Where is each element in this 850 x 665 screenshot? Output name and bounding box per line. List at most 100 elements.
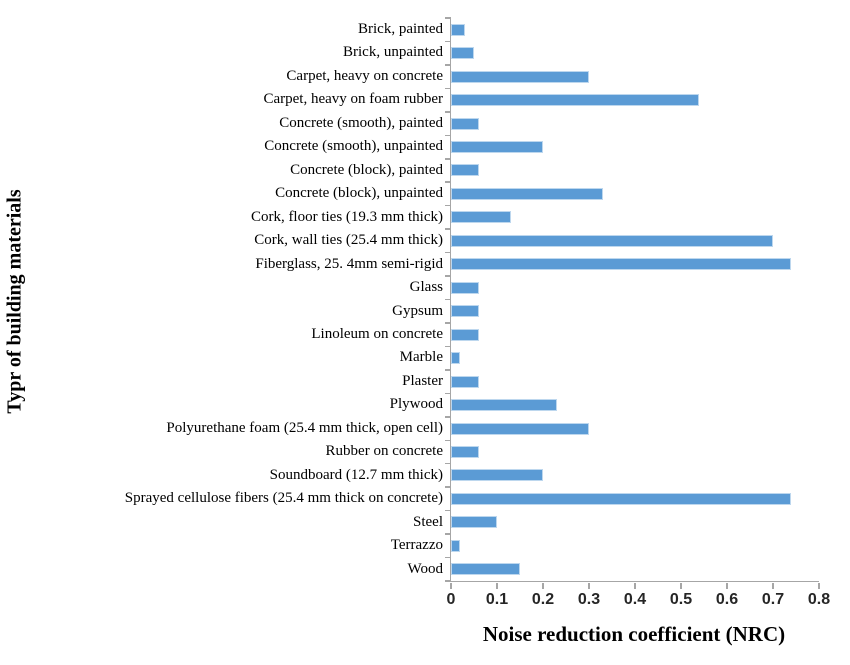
category-label: Concrete (block), painted bbox=[290, 161, 443, 178]
category-label: Concrete (block), unpainted bbox=[275, 185, 443, 202]
chart-row: Concrete (block), painted bbox=[290, 159, 819, 182]
category-label: Cork, wall ties (25.4 mm thick) bbox=[254, 232, 443, 249]
category-label: Plaster bbox=[402, 372, 443, 389]
chart-row: Plaster bbox=[402, 370, 819, 393]
bar bbox=[451, 399, 557, 412]
category-label: Concrete (smooth), unpainted bbox=[264, 138, 443, 155]
category-label: Glass bbox=[409, 279, 443, 296]
chart-row: Rubber on concrete bbox=[326, 440, 819, 463]
category-label: Carpet, heavy on concrete bbox=[286, 67, 443, 84]
y-axis-tick bbox=[445, 369, 451, 371]
bar bbox=[451, 141, 543, 153]
y-axis-tick bbox=[445, 181, 451, 183]
y-axis-tick bbox=[445, 275, 451, 277]
category-label: Wood bbox=[407, 560, 443, 577]
bar bbox=[451, 23, 465, 36]
plot-area: Brick, painted Brick, unpainted Carpet, he… bbox=[125, 17, 830, 608]
chart-row: Plywood bbox=[390, 393, 819, 416]
chart-row: Cork, floor ties (19.3 mm thick) bbox=[251, 206, 819, 229]
y-axis-title: Typr of building materials bbox=[3, 189, 26, 414]
bar bbox=[451, 352, 461, 365]
category-label: Marble bbox=[399, 349, 443, 366]
chart-row: Steel bbox=[413, 511, 819, 534]
bar bbox=[451, 281, 479, 294]
bar bbox=[451, 211, 511, 224]
y-axis-tick bbox=[445, 134, 451, 137]
bar bbox=[451, 328, 479, 341]
chart-row: Marble bbox=[400, 346, 819, 369]
bar bbox=[451, 164, 479, 177]
x-axis-tick bbox=[772, 582, 774, 589]
y-axis-tick bbox=[445, 228, 451, 230]
y-axis-tick bbox=[445, 486, 451, 488]
y-axis-tick bbox=[445, 416, 451, 418]
category-label: Steel bbox=[413, 513, 443, 530]
bar bbox=[451, 305, 479, 318]
y-axis-tick bbox=[445, 439, 451, 441]
x-axis-tick bbox=[588, 582, 590, 589]
y-axis-tick bbox=[445, 204, 451, 207]
chart-row: Carpet, heavy on foam rubber bbox=[263, 88, 819, 111]
x-axis-tick-label: 0.6 bbox=[715, 591, 739, 608]
x-axis-tick bbox=[680, 582, 682, 589]
x-axis-title: Noise reduction coefficient (NRC) bbox=[482, 622, 786, 646]
x-axis-tick-label: 0.1 bbox=[485, 591, 509, 608]
chart-row: Concrete (block), unpainted bbox=[275, 182, 819, 205]
y-axis-tick bbox=[445, 345, 451, 348]
chart-row: Cork, wall ties (25.4 mm thick) bbox=[254, 229, 819, 252]
category-label: Carpet, heavy on foam rubber bbox=[263, 91, 443, 108]
bar bbox=[451, 492, 792, 505]
y-axis-tick bbox=[445, 580, 451, 582]
category-label: Sprayed cellulose fibers (25.4 mm thick … bbox=[124, 490, 443, 507]
y-axis-tick bbox=[445, 251, 451, 254]
bar bbox=[451, 539, 461, 552]
bar bbox=[451, 375, 479, 388]
chart-row: Brick, painted bbox=[358, 18, 819, 41]
x-axis-tick bbox=[818, 582, 820, 589]
chart-row: Gypsum bbox=[392, 300, 819, 323]
bar bbox=[451, 187, 603, 200]
chart-row: Glass bbox=[410, 276, 819, 299]
x-axis-tick-label: 0 bbox=[446, 591, 456, 608]
y-axis-tick bbox=[445, 64, 451, 66]
category-label: Linoleum on concrete bbox=[311, 325, 443, 342]
chart-row: Soundboard (12.7 mm thick) bbox=[270, 464, 819, 487]
category-label: Soundboard (12.7 mm thick) bbox=[269, 466, 443, 483]
bar bbox=[451, 258, 792, 271]
x-axis-tick-label: 0.4 bbox=[623, 591, 647, 608]
chart-row: Terrazzo bbox=[391, 534, 819, 557]
chart-row: Linoleum on concrete bbox=[311, 323, 819, 346]
bar bbox=[451, 469, 543, 482]
category-label: Fiberglass, 25. 4mm semi-rigid bbox=[255, 255, 443, 272]
category-label: Plywood bbox=[389, 396, 443, 413]
y-axis-tick bbox=[445, 111, 451, 113]
bar bbox=[451, 422, 589, 435]
chart-row: Concrete (smooth), unpainted bbox=[264, 135, 819, 158]
category-label: Gypsum bbox=[392, 302, 443, 319]
chart-row: Wood bbox=[408, 558, 819, 581]
bar bbox=[451, 117, 479, 130]
y-axis-tick bbox=[445, 392, 451, 395]
x-axis-tick-label: 0.8 bbox=[807, 591, 831, 608]
y-axis-tick bbox=[445, 158, 451, 160]
category-label: Polyurethane foam (25.4 mm thick, open c… bbox=[166, 419, 443, 436]
y-axis-tick bbox=[445, 40, 451, 43]
x-axis-tick-label: 0.2 bbox=[531, 591, 555, 608]
bar bbox=[451, 516, 497, 529]
bar bbox=[451, 70, 589, 83]
category-label: Cork, floor ties (19.3 mm thick) bbox=[250, 208, 443, 225]
chart-row: Polyurethane foam (25.4 mm thick, open c… bbox=[166, 417, 819, 440]
chart-row: Fiberglass, 25. 4mm semi-rigid bbox=[255, 253, 819, 276]
y-axis-tick bbox=[445, 556, 451, 559]
chart-row: Brick, unpainted bbox=[343, 41, 819, 64]
bar bbox=[451, 94, 700, 107]
chart-row: Carpet, heavy on concrete bbox=[286, 65, 819, 88]
y-axis-tick bbox=[445, 533, 451, 535]
bar bbox=[451, 47, 474, 60]
x-axis-tick bbox=[726, 582, 728, 589]
x-axis-tick-label: 0.3 bbox=[577, 591, 601, 608]
x-axis-tick bbox=[542, 582, 544, 589]
x-axis-tick bbox=[634, 582, 636, 589]
category-label: Brick, unpainted bbox=[343, 44, 443, 61]
